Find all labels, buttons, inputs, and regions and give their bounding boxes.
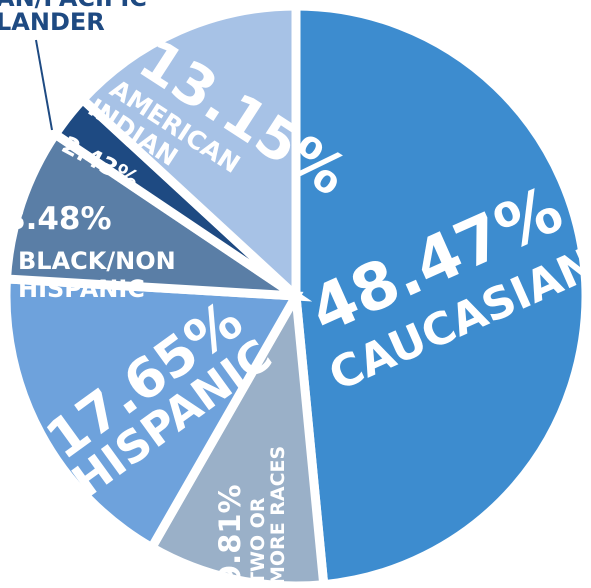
pie-slice-two-or-more-races xyxy=(145,281,329,588)
category-label-two-or-more-races-line1: TWO OR xyxy=(247,497,269,585)
pie-slice-american-indian xyxy=(76,1,301,307)
external-label-group: AN/PACIFIC LANDER xyxy=(0,0,147,131)
external-label-line1: AN/PACIFIC xyxy=(0,0,147,12)
pie-slice-caucasian xyxy=(291,1,591,588)
percent-label-black-non-hispanic: 8.48% xyxy=(4,201,112,237)
category-label-black-non-hispanic-line2: HISPANIC xyxy=(18,275,145,303)
category-label-black-non-hispanic-line1: BLACK/NON xyxy=(18,247,176,275)
pie-slice-hispanic xyxy=(1,274,304,554)
external-label-line2: LANDER xyxy=(0,8,105,36)
category-label-two-or-more-races-line2: MORE RACES xyxy=(267,446,289,585)
percent-label-two-or-more-races: 9.81% xyxy=(213,484,247,585)
external-label-leader-line xyxy=(35,39,53,131)
pie-slice-black-non-hispanic xyxy=(1,127,313,302)
